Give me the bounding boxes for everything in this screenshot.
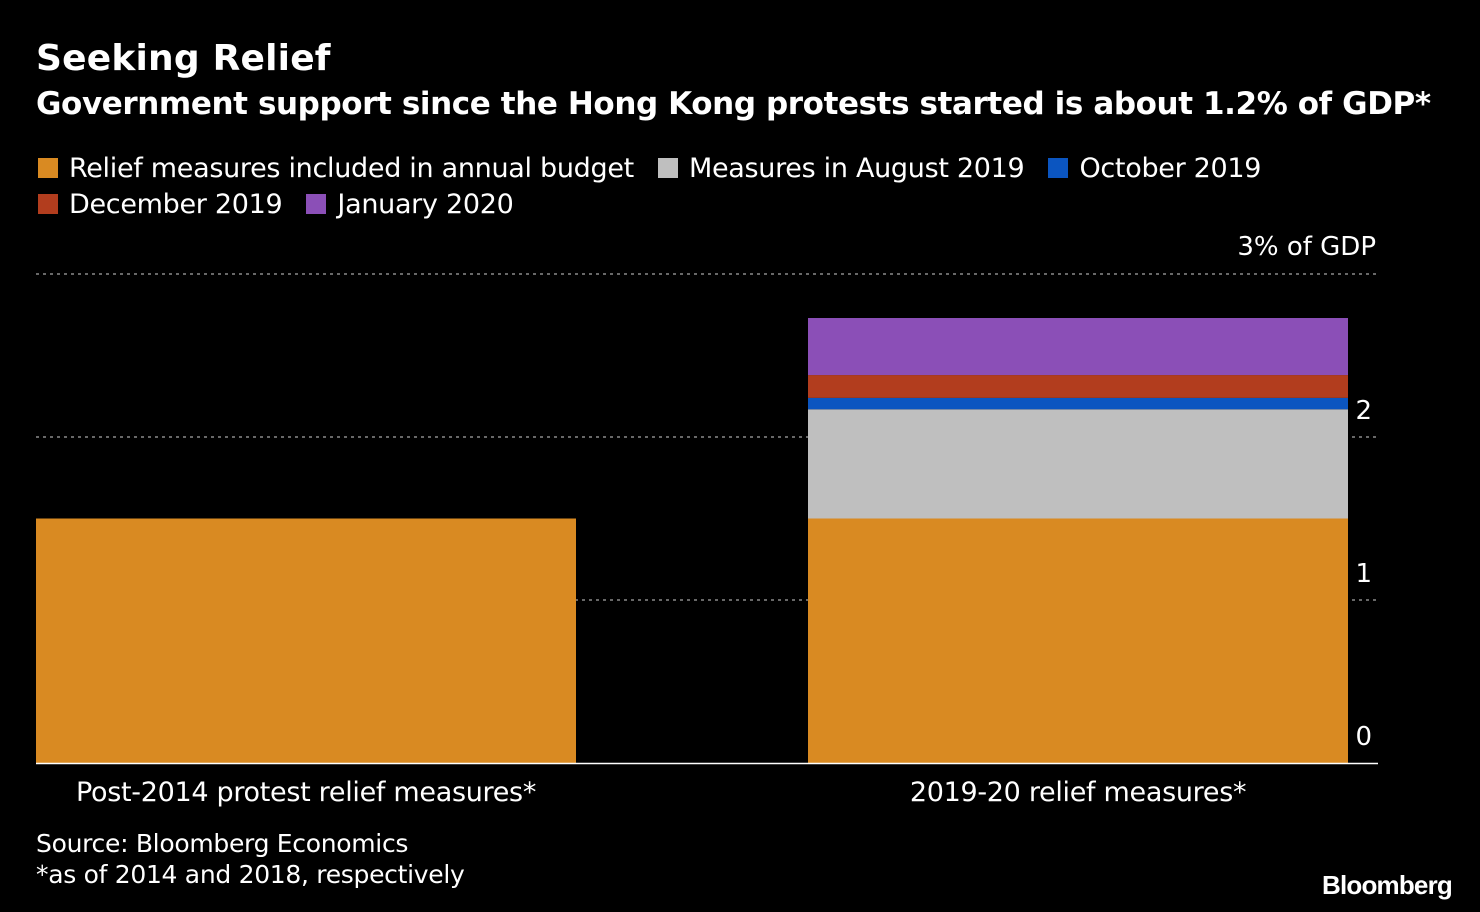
legend-label: January 2020 [337,188,514,220]
legend-row: Relief measures included in annual budge… [38,150,1338,186]
legend-label: Measures in August 2019 [688,152,1025,184]
y-tick-label: 1 [1355,559,1372,589]
legend-label: October 2019 [1079,152,1262,184]
legend-label: December 2019 [69,188,283,220]
source-note: Source: Bloomberg Economics *as of 2014 … [36,828,465,890]
legend-item-annual-budget: Relief measures included in annual budge… [38,153,634,184]
chart-title: Seeking Relief [36,38,331,79]
bar-segment [808,397,1348,410]
legend-swatch [38,194,58,214]
y-tick-label: 2 [1355,396,1372,426]
legend-swatch [306,194,327,214]
axes: Post-2014 protest relief measures* 2019-2… [36,232,1378,808]
legend-swatch [38,158,58,178]
legend-swatch [1048,158,1069,178]
legend: Relief measures included in annual budge… [38,150,1338,222]
x-tick-label: Post-2014 protest relief measures* [76,777,536,808]
chart-subtitle: Government support since the Hong Kong p… [36,86,1431,122]
legend-item-january-2020: January 2020 [306,188,514,220]
legend-row: December 2019 January 2020 [38,186,1338,222]
bar-segment [808,318,1348,376]
y-tick-label: 0 [1355,722,1372,752]
bar-segment [36,518,576,763]
bar-segment [808,518,1348,763]
legend-item-october-2019: October 2019 [1048,153,1261,184]
footnote-text: *as of 2014 and 2018, respectively [36,860,465,889]
legend-item-december-2019: December 2019 [38,188,283,220]
legend-swatch [657,158,678,178]
bloomberg-logo: Bloomberg [1321,870,1453,900]
bars [36,318,1348,763]
legend-item-august-2019: Measures in August 2019 [657,152,1025,184]
legend-label: Relief measures included in annual budge… [69,152,634,184]
x-tick-label: 2019-20 relief measures* [910,777,1246,808]
source-text: Source: Bloomberg Economics [36,829,409,858]
y-top-label: 3% of GDP [1237,232,1376,262]
bar-segment [808,409,1348,519]
bar-segment [808,375,1348,398]
